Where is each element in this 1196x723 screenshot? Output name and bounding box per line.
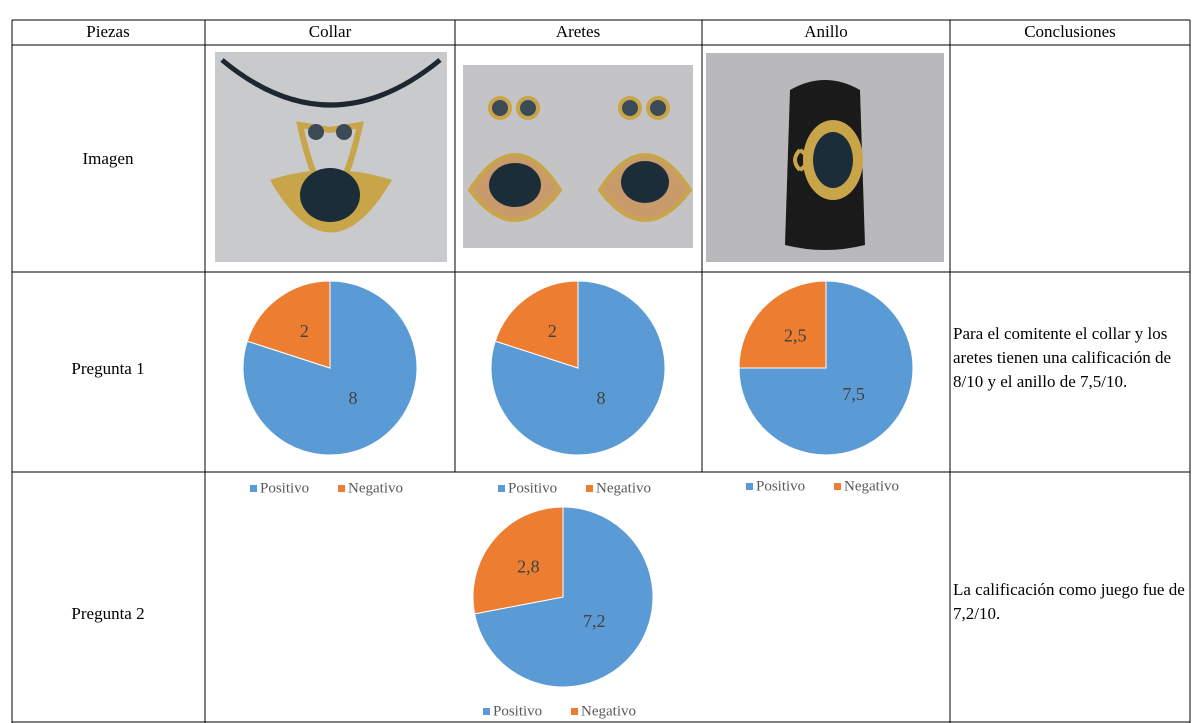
pie-slice: [738, 280, 827, 369]
conclusion: La calificación como juego fue de 7,2/10…: [953, 580, 1185, 623]
legend-label: Negativo: [581, 703, 636, 719]
legend-label: Positivo: [508, 480, 557, 496]
pie-slice: [738, 280, 914, 456]
table-grid: [11, 19, 1191, 723]
data-label: 2: [548, 321, 557, 341]
legend-swatch: [586, 485, 593, 492]
legend-swatch: [250, 485, 257, 492]
legend-swatch: [338, 485, 345, 492]
header-cell: Anillo: [804, 22, 847, 41]
legend-label: Negativo: [596, 480, 651, 496]
photo-earrings: [463, 65, 693, 248]
legend-label: Positivo: [756, 478, 805, 494]
legend-swatch: [483, 708, 490, 715]
conclusion-box: Para el comitente el collar y los aretes…: [953, 324, 1172, 391]
photo-necklace: [215, 52, 447, 262]
pie-slice: [472, 506, 564, 615]
header-cell: Collar: [309, 22, 352, 41]
data-label: 7,2: [583, 611, 606, 631]
legend-label: Negativo: [844, 478, 899, 494]
data-label: 2,5: [784, 325, 807, 345]
legend-swatch: [498, 485, 505, 492]
header-cell: Piezas: [86, 22, 129, 41]
legend-swatch: [746, 483, 753, 490]
header-cell: Conclusiones: [1024, 22, 1116, 41]
photo-ring: [706, 53, 944, 262]
data-label: 7,5: [842, 384, 865, 404]
conclusion-box: La calificación como juego fue de 7,2/10…: [953, 580, 1185, 623]
legend-label: Positivo: [493, 703, 542, 719]
pie-slice: [494, 280, 579, 369]
legend-label: Negativo: [348, 480, 403, 496]
data-label: 2,8: [517, 556, 540, 576]
pie-slice: [474, 506, 654, 688]
legend-label: Positivo: [260, 480, 309, 496]
row-label: Imagen: [83, 149, 134, 168]
data-label: 2: [300, 321, 309, 341]
conclusion: Para el comitente el collar y los aretes…: [953, 324, 1172, 391]
header-cell: Aretes: [556, 22, 600, 41]
row-label: Pregunta 2: [71, 604, 144, 623]
legend-swatch: [571, 708, 578, 715]
data-label: 8: [349, 388, 358, 408]
row-label: Pregunta 1: [71, 359, 144, 378]
data-label: 8: [597, 388, 606, 408]
pie-slice: [246, 280, 331, 369]
legend-swatch: [834, 483, 841, 490]
